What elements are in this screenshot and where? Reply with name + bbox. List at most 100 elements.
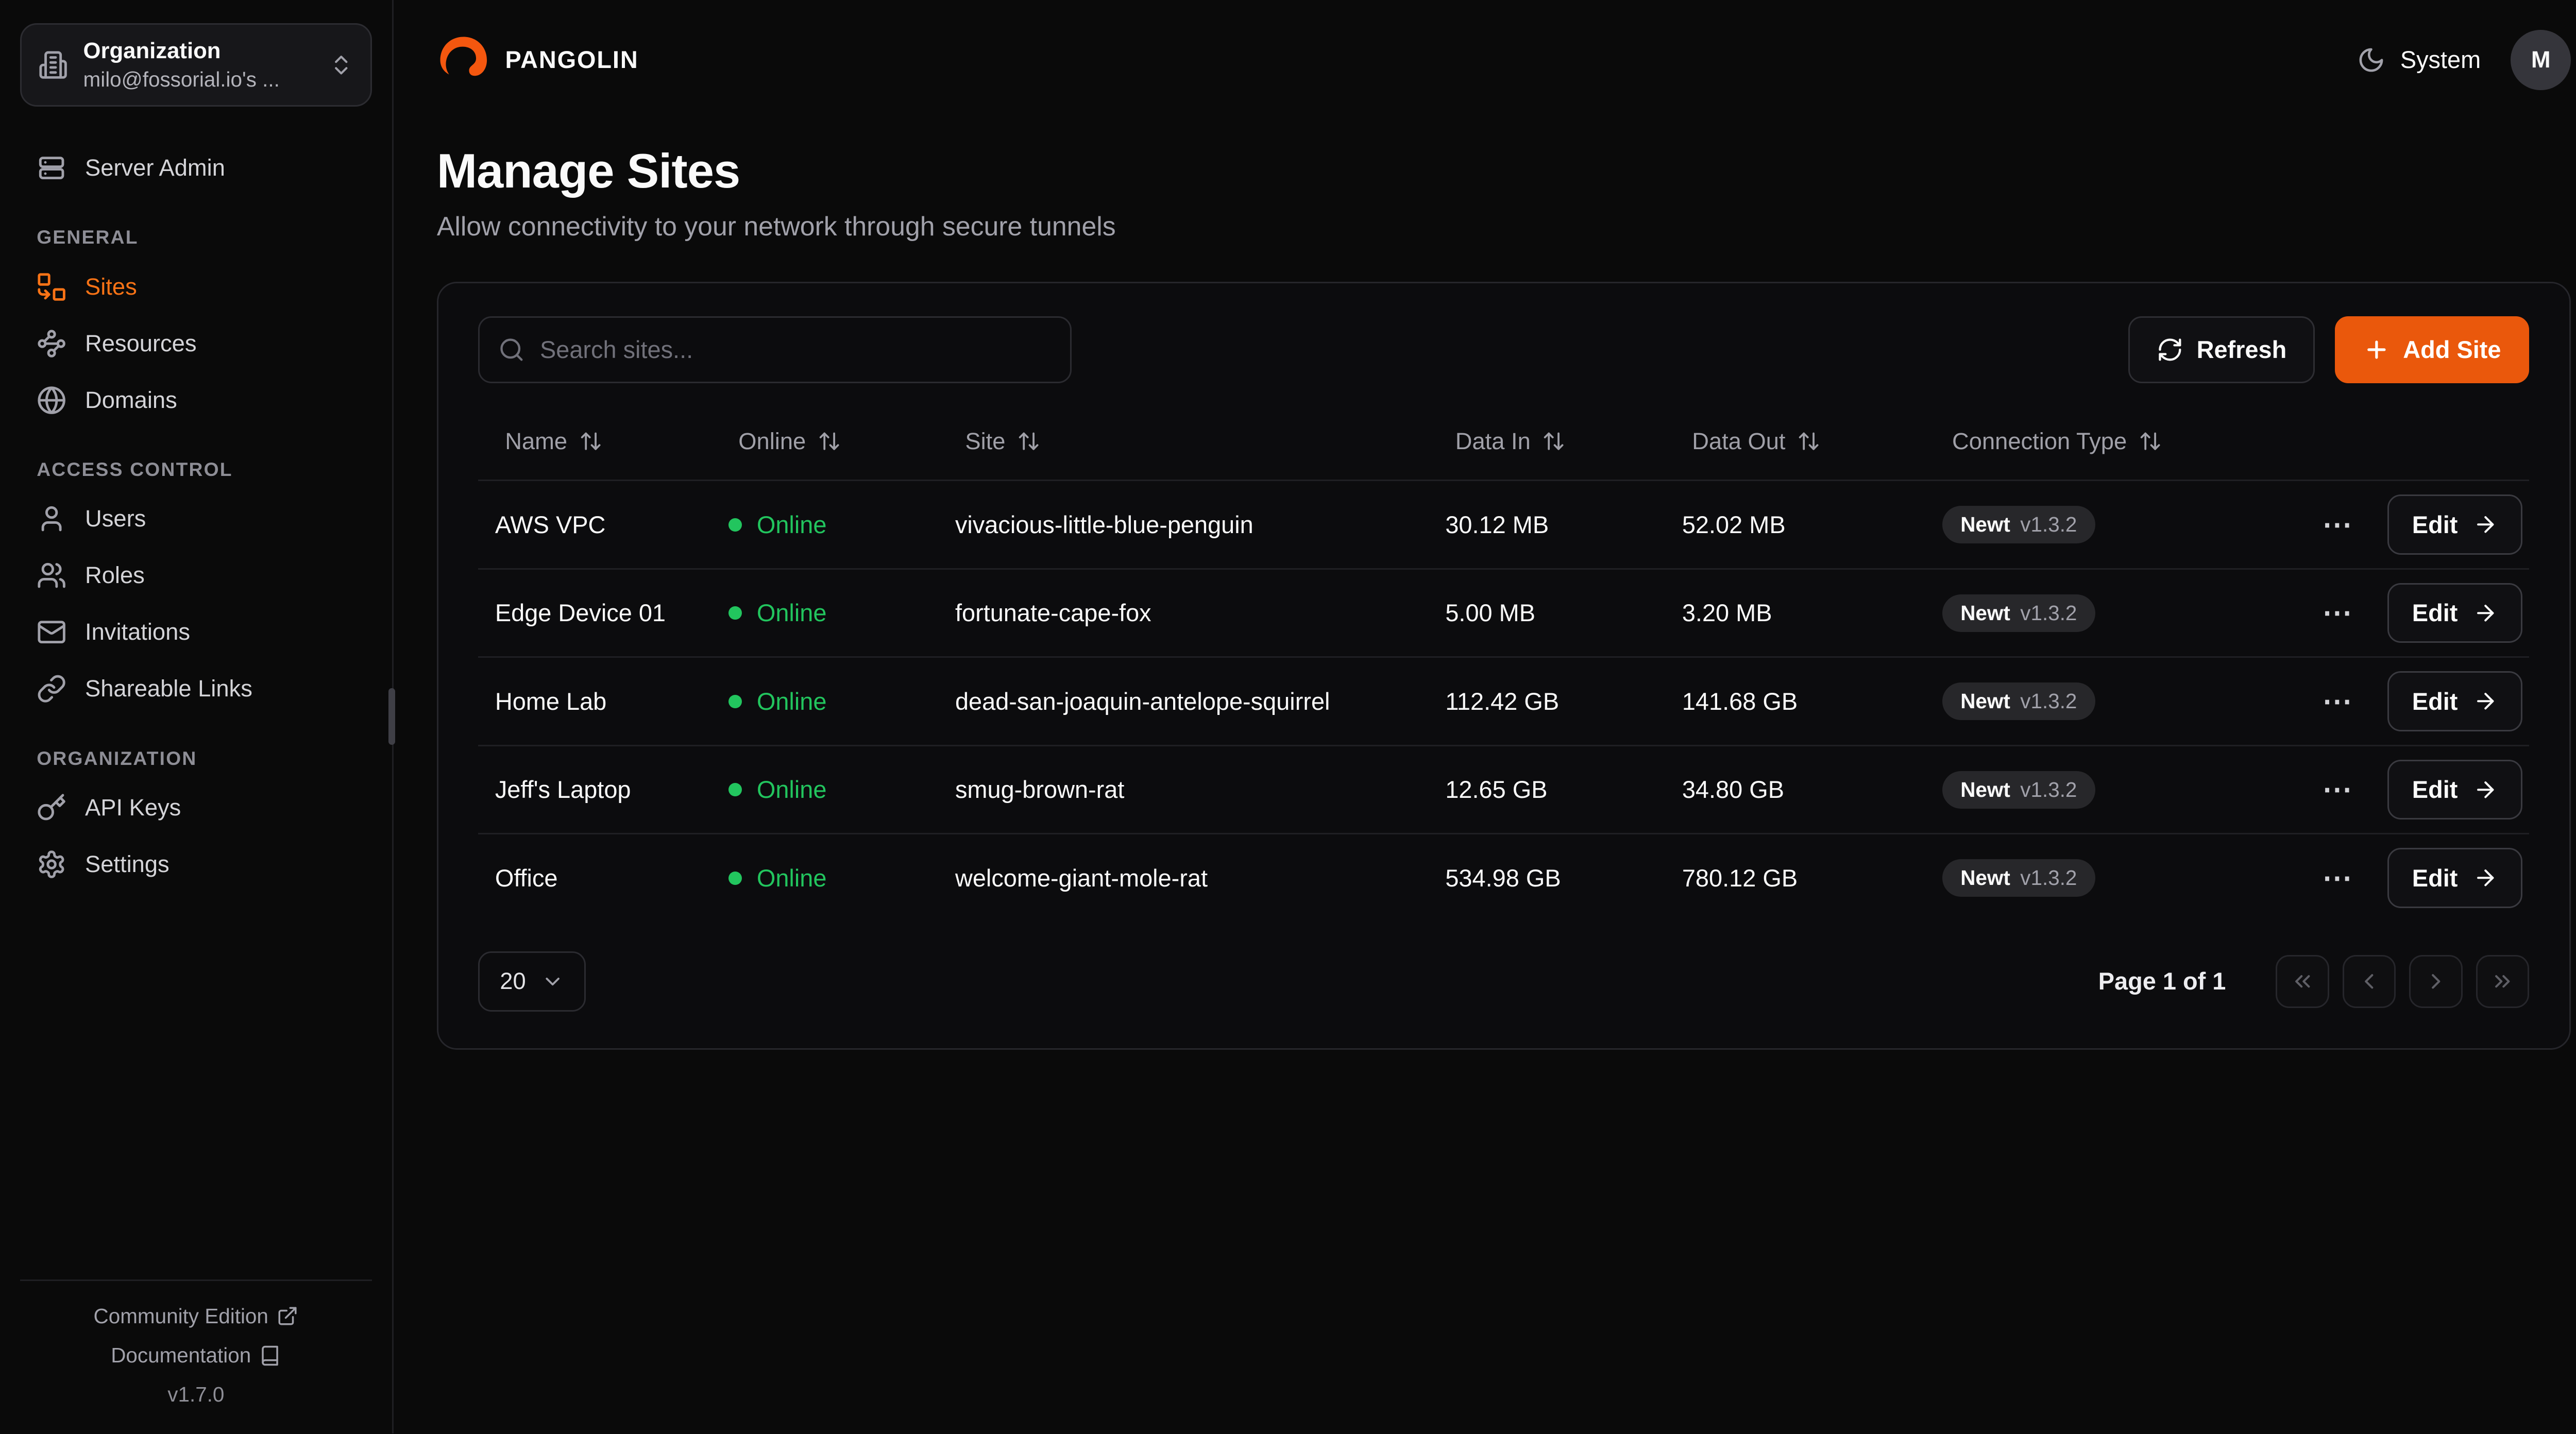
sites-icon [38,273,65,301]
sites-table: Name Online Site Data In [478,403,2530,921]
connection-version: v1.3.2 [2020,513,2077,537]
chevron-down-icon [546,977,560,985]
connection-type-badge: Newt v1.3.2 [1942,859,2096,897]
sidebar-item-api-keys[interactable]: API Keys [20,779,372,836]
org-picker-title: Organization [83,38,221,64]
pangolin-logo [440,37,487,76]
edit-label: Edit [2412,511,2458,538]
connection-type-cell: Newt v1.3.2 [1925,594,2276,632]
data-in-cell: 30.12 MB [1445,511,1549,538]
sort-icon [819,432,839,450]
sidebar-item-domains[interactable]: Domains [20,372,372,429]
column-header-online[interactable]: Online [712,428,939,455]
first-page-button[interactable] [2276,954,2329,1009]
edit-button[interactable]: Edit [2387,848,2523,908]
table-row: Jeff's Laptop Online smug-brown-rat 12.6… [478,744,2530,833]
row-more-button[interactable]: ⋯ [2315,503,2360,547]
edit-button[interactable]: Edit [2387,759,2523,820]
sidebar-item-label: Sites [85,273,137,300]
sidebar-item-server-admin[interactable]: Server Admin [20,140,372,196]
sidebar-item-roles[interactable]: Roles [20,547,372,604]
row-more-button[interactable]: ⋯ [2315,857,2360,900]
column-header-connection-type[interactable]: Connection Type [1925,428,2276,455]
add-site-label: Add Site [2403,336,2501,364]
building-icon [39,51,67,79]
column-label: Data Out [1692,428,1786,454]
brand-name: PANGOLIN [505,46,639,74]
sidebar-item-resources[interactable]: Resources [20,315,372,372]
edit-button[interactable]: Edit [2387,671,2523,731]
data-in-cell: 534.98 GB [1445,864,1561,892]
column-label: Connection Type [1952,428,2127,454]
refresh-icon [2159,338,2181,361]
search-input[interactable] [478,316,1072,383]
key-icon [38,794,65,821]
sidebar-item-invitations[interactable]: Invitations [20,604,372,660]
refresh-button[interactable]: Refresh [2128,316,2315,383]
sidebar-item-label: Roles [85,562,145,589]
edit-button[interactable]: Edit [2387,583,2523,643]
chevrons-left-icon [2295,975,2310,988]
card-footer: 20 Page 1 of 1 [478,951,2530,1012]
row-more-button[interactable]: ⋯ [2315,768,2360,811]
arrow-right-icon [2477,693,2494,710]
sidebar-item-users[interactable]: Users [20,490,372,547]
page-title: Manage Sites [436,144,740,198]
edit-button[interactable]: Edit [2387,494,2523,555]
sidebar-resize-handle[interactable] [388,688,396,745]
table-body: AWS VPC Online vivacious-little-blue-pen… [478,480,2530,921]
next-page-button[interactable] [2409,954,2463,1009]
users-icon [38,563,65,588]
theme-toggle-button[interactable]: System [2357,46,2481,74]
server-icon [39,157,64,180]
sidebar-item-shareable-links[interactable]: Shareable Links [20,660,372,717]
column-header-data-out[interactable]: Data Out [1665,428,1925,455]
search-box [478,316,1072,383]
arrow-right-icon [2477,869,2494,886]
sidebar-item-label: Resources [85,330,197,356]
community-edition-link[interactable]: Community Edition [94,1304,299,1328]
page-size-select[interactable]: 20 [478,951,586,1012]
sidebar: Organization milo@fossorial.io's ... Ser… [0,0,396,1433]
sidebar-item-sites[interactable]: Sites [20,259,372,315]
external-link-icon [278,1307,297,1325]
column-header-data-in[interactable]: Data In [1429,428,1666,455]
sidebar-item-settings[interactable]: Settings [20,836,372,893]
column-header-name[interactable]: Name [478,428,711,455]
theme-label: System [2400,46,2481,74]
online-status-cell: Online [712,511,939,539]
data-in-cell: 112.42 GB [1445,688,1560,715]
row-actions: ⋯ Edit [2276,583,2529,643]
page-subtitle: Allow connectivity to your network throu… [436,211,1116,241]
user-avatar[interactable]: M [2511,30,2571,90]
row-actions: ⋯ Edit [2276,848,2529,908]
sidebar-item-label: Domains [85,386,177,413]
previous-page-button[interactable] [2342,954,2396,1009]
org-picker[interactable]: Organization milo@fossorial.io's ... [20,23,372,107]
documentation-link[interactable]: Documentation [111,1343,281,1368]
brand: PANGOLIN [437,33,639,87]
online-status-cell: Online [712,864,939,892]
online-dot [728,694,742,708]
last-page-button[interactable] [2476,954,2530,1009]
org-picker-texts: Organization milo@fossorial.io's ... [83,38,314,91]
connection-name: Newt [1960,601,2010,625]
column-header-site[interactable]: Site [939,428,1429,455]
online-status-cell: Online [712,688,939,715]
edit-label: Edit [2412,776,2458,804]
sidebar-footer: Community Edition Documentation v1.7.0 [20,1279,372,1417]
online-status-cell: Online [712,776,939,804]
table-header: Name Online Site Data In [478,403,2529,480]
row-more-button[interactable]: ⋯ [2315,591,2360,635]
connection-type-badge: Newt v1.3.2 [1942,682,2096,721]
sort-icon [1019,432,1039,450]
add-site-button[interactable]: Add Site [2334,316,2530,383]
app-version: v1.7.0 [167,1382,225,1407]
site-name-cell: Jeff's Laptop [495,776,631,804]
main-area: PANGOLIN System M Manage Sites Allow con… [394,0,2576,1433]
site-name-cell: AWS VPC [495,511,606,538]
refresh-label: Refresh [2196,336,2287,364]
online-dot [728,518,742,532]
row-actions: ⋯ Edit [2276,671,2529,731]
row-more-button[interactable]: ⋯ [2315,680,2360,723]
